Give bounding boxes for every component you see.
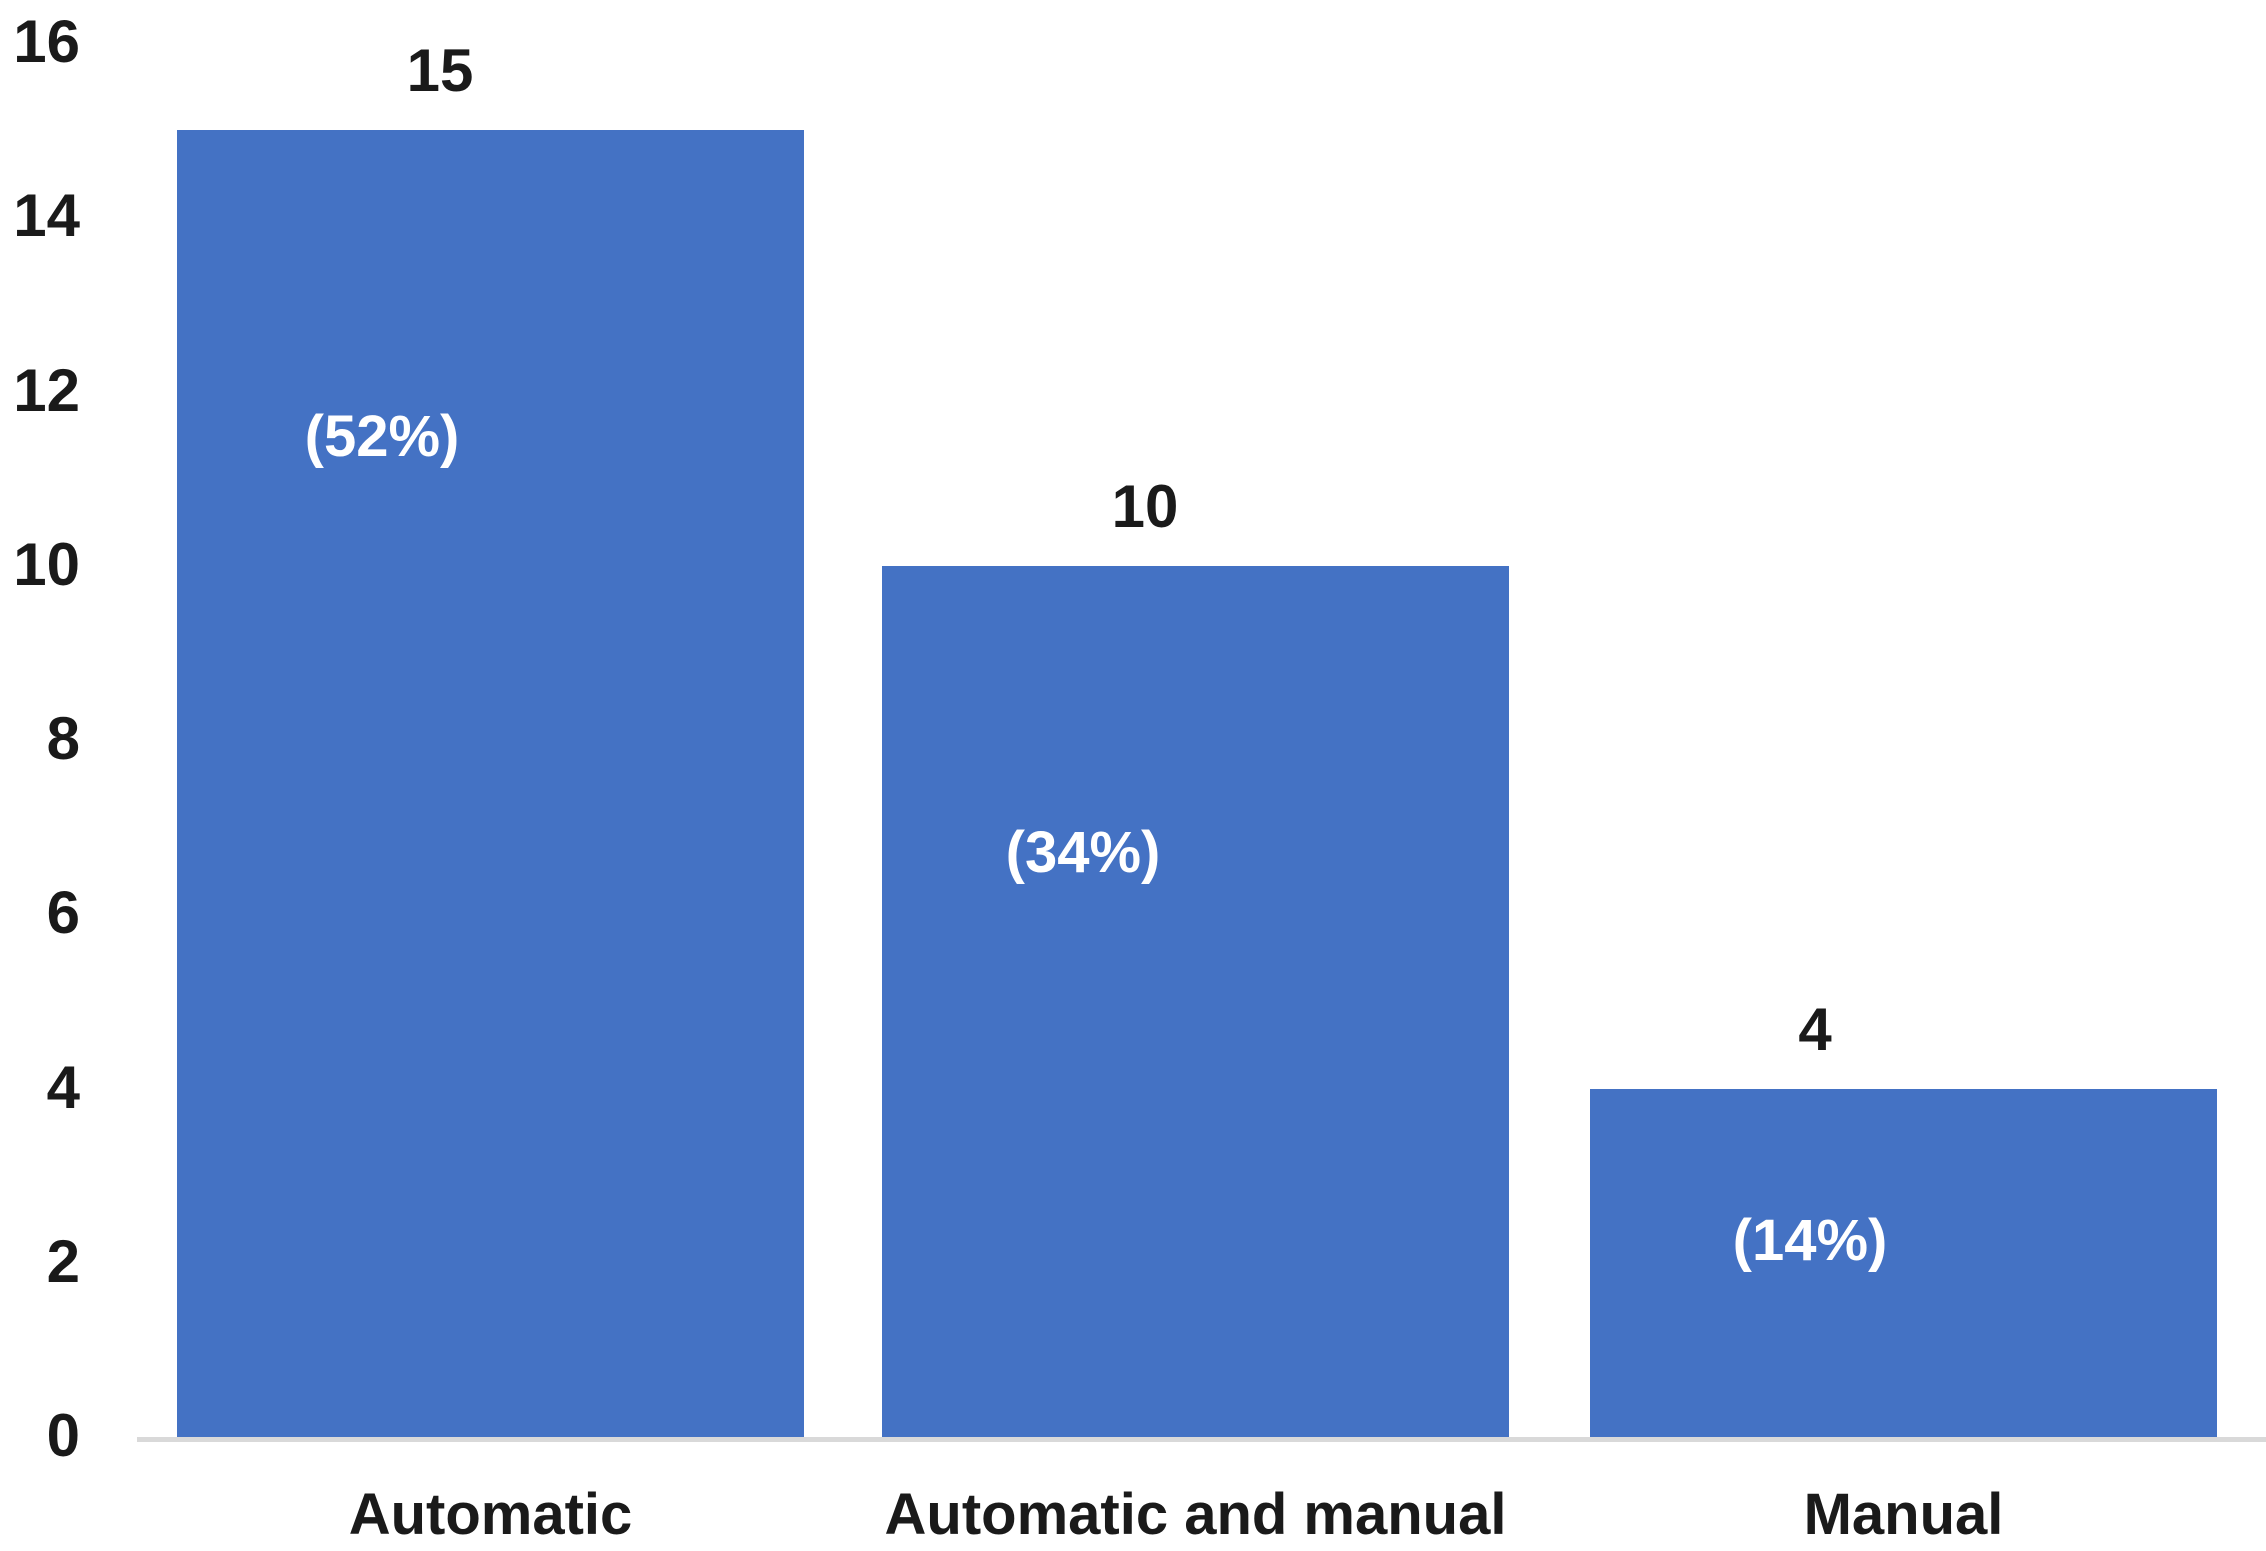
bar — [882, 565, 1509, 1437]
y-tick-label: 6 — [46, 879, 80, 947]
y-tick-label: 0 — [46, 1401, 80, 1469]
y-tick-label: 2 — [46, 1227, 80, 1295]
bar-value-label: 15 — [406, 37, 474, 105]
bar-percent-label: (14%) — [1732, 1207, 1888, 1273]
y-tick-label: 12 — [13, 356, 80, 424]
bar — [177, 130, 804, 1437]
category-label: Automatic and manual — [884, 1482, 1507, 1547]
y-tick-label: 10 — [13, 530, 80, 598]
x-axis-line — [137, 1437, 2266, 1442]
bar-value-label: 10 — [1111, 472, 1179, 540]
bar-percent-label: (52%) — [304, 404, 460, 470]
bar-value-label: 4 — [1798, 995, 1832, 1063]
category-label: Manual — [1803, 1482, 2004, 1547]
bar — [1590, 1088, 2217, 1437]
y-tick-label: 16 — [13, 7, 80, 75]
y-tick-label: 8 — [46, 704, 80, 772]
bar-percent-label: (34%) — [1005, 819, 1161, 885]
y-tick-label: 4 — [46, 1053, 80, 1121]
y-tick-label: 14 — [13, 182, 80, 250]
category-label: Automatic — [348, 1482, 633, 1547]
